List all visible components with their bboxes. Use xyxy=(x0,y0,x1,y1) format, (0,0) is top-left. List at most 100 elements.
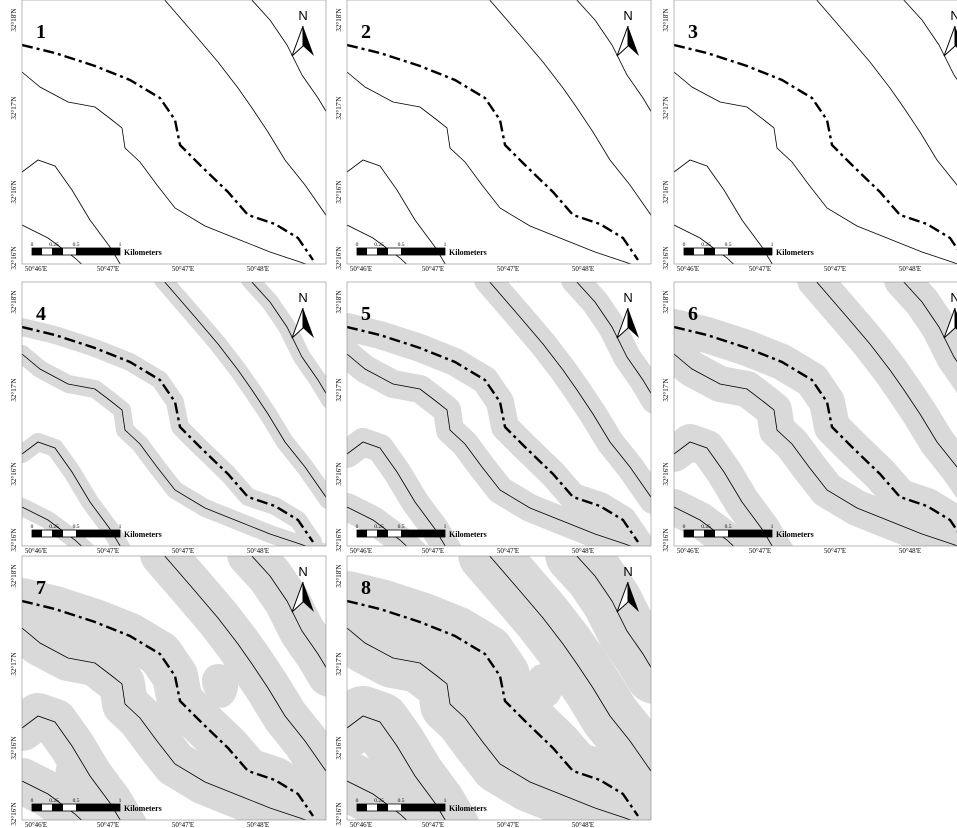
road-line xyxy=(251,556,326,669)
scale-tick-label: 0.5 xyxy=(725,524,732,530)
scale-unit-label: Kilometers xyxy=(449,248,487,257)
road-line xyxy=(903,282,957,363)
north-label: N xyxy=(623,290,632,305)
scale-tick-label: 0.5 xyxy=(73,524,80,530)
longitude-label: 50°47'E xyxy=(97,547,119,555)
latitude-label: 32°18'N xyxy=(10,564,18,587)
map-frame xyxy=(346,281,652,547)
road-line xyxy=(347,627,632,820)
scale-unit-label: Kilometers xyxy=(124,804,162,813)
longitude-label: 50°47'E xyxy=(749,265,771,273)
road-line xyxy=(489,282,651,498)
longitude-label: 50°47'E xyxy=(497,821,519,828)
north-label: N xyxy=(623,564,632,579)
scale-tick-label: 0 xyxy=(356,524,359,530)
latitude-label: 32°18'N xyxy=(10,290,18,313)
panel-number: 1 xyxy=(36,21,46,43)
map-panel-5: 5 N 32°18'N 32°17'N 32°16'N 32°16'N 50°46'E 50°… xyxy=(325,281,652,555)
longitude-label: 50°48'E xyxy=(247,821,269,828)
latitude-label: 32°16'N xyxy=(335,180,343,203)
latitude-label: 32°18'N xyxy=(335,564,343,587)
scale-tick-label: 1 xyxy=(771,242,774,248)
longitude-label: 50°47'E xyxy=(824,265,846,273)
road-line xyxy=(22,627,307,820)
panel-svg: 7 N 32°18'N 32°17'N 32°16'N 32°16'N 50°46'E 50°… xyxy=(10,555,327,828)
scale-tick-label: 0 xyxy=(356,798,359,804)
road-line xyxy=(164,282,326,498)
road-line xyxy=(576,0,651,113)
panel-svg: 5 N 32°18'N 32°17'N 32°16'N 32°16'N 50°46'E 50°… xyxy=(335,281,652,555)
main-road-dashed-line xyxy=(22,599,314,817)
scale-tick-label: 0.5 xyxy=(725,242,732,248)
map-frame xyxy=(21,0,327,265)
road-line xyxy=(576,282,651,395)
main-road-dashed-line xyxy=(347,43,639,261)
scale-tick-label: 0.5 xyxy=(398,798,405,804)
scale-tick-label: 1 xyxy=(119,524,122,530)
longitude-label: 50°46'E xyxy=(350,821,372,828)
latitude-label: 32°17'N xyxy=(335,96,343,119)
map-panel-7: 7 N 32°18'N 32°17'N 32°16'N 32°16'N 50°46'E 50°… xyxy=(0,555,327,828)
map-frame xyxy=(673,281,957,547)
scale-tick-label: 0.25 xyxy=(49,242,59,248)
road-line xyxy=(22,441,121,546)
scale-tick-label: 0 xyxy=(683,242,686,248)
road-line xyxy=(347,715,446,820)
longitude-label: 50°47'E xyxy=(172,821,194,828)
scale-unit-label: Kilometers xyxy=(776,248,814,257)
map-panel-1: 1 N 32°18'N 32°17'N 32°16'N 32°16'N 50°46'E 50°… xyxy=(0,0,327,273)
latitude-label: 32°16'N xyxy=(662,528,670,551)
latitude-label: 32°17'N xyxy=(10,652,18,675)
road-line xyxy=(347,441,446,546)
scale-tick-label: 0.25 xyxy=(701,524,711,530)
longitude-label: 50°48'E xyxy=(899,547,921,555)
north-arrow-icon: N xyxy=(291,8,314,57)
main-road-dashed-line xyxy=(674,325,957,533)
longitude-label: 50°47'E xyxy=(422,821,444,828)
scale-tick-label: 1 xyxy=(444,242,447,248)
longitude-label: 50°47'E xyxy=(749,547,771,555)
panel-svg: 3 N 32°18'N 32°17'N 32°16'N 32°16'N 50°46'E 50°… xyxy=(662,0,957,273)
longitude-label: 50°48'E xyxy=(572,821,594,828)
panel-svg: 2 N 32°18'N 32°17'N 32°16'N 32°16'N 50°46'E 50°… xyxy=(335,0,652,273)
road-line xyxy=(816,0,957,186)
panel-svg: 4 N 32°18'N 32°17'N 32°16'N 32°16'N 50°46'E 50°… xyxy=(10,281,327,555)
road-line xyxy=(347,353,632,546)
latitude-label: 32°16'N xyxy=(10,528,18,551)
latitude-label: 32°17'N xyxy=(662,96,670,119)
latitude-label: 32°16'N xyxy=(335,736,343,759)
latitude-label: 32°18'N xyxy=(335,8,343,31)
scale-unit-label: Kilometers xyxy=(449,530,487,539)
main-road-dashed-line xyxy=(674,43,957,251)
road-line xyxy=(251,282,326,395)
scale-tick-label: 0.25 xyxy=(374,524,384,530)
road-line xyxy=(674,159,773,264)
scale-tick-label: 0.25 xyxy=(374,242,384,248)
main-road-dashed-line xyxy=(22,43,314,261)
latitude-label: 32°18'N xyxy=(10,8,18,31)
main-road-dashed-line xyxy=(347,599,639,817)
panel-number: 3 xyxy=(688,21,698,43)
scale-tick-label: 0 xyxy=(683,524,686,530)
scale-tick-label: 0.5 xyxy=(398,242,405,248)
map-background xyxy=(674,0,957,264)
road-line xyxy=(489,0,651,216)
scale-tick-label: 1 xyxy=(771,524,774,530)
scale-unit-label: Kilometers xyxy=(449,804,487,813)
road-line xyxy=(251,0,326,113)
north-label: N xyxy=(623,8,632,23)
scale-tick-label: 0.5 xyxy=(73,798,80,804)
latitude-label: 32°17'N xyxy=(10,96,18,119)
road-line xyxy=(164,556,326,772)
scale-tick-label: 1 xyxy=(444,798,447,804)
road-line xyxy=(674,71,957,264)
north-arrow-icon: N xyxy=(616,8,639,57)
map-panel-4: 4 N 32°18'N 32°17'N 32°16'N 32°16'N 50°46'E 50°… xyxy=(0,281,327,555)
road-line xyxy=(22,353,307,546)
panel-number: 2 xyxy=(361,21,371,43)
road-line xyxy=(22,715,121,820)
